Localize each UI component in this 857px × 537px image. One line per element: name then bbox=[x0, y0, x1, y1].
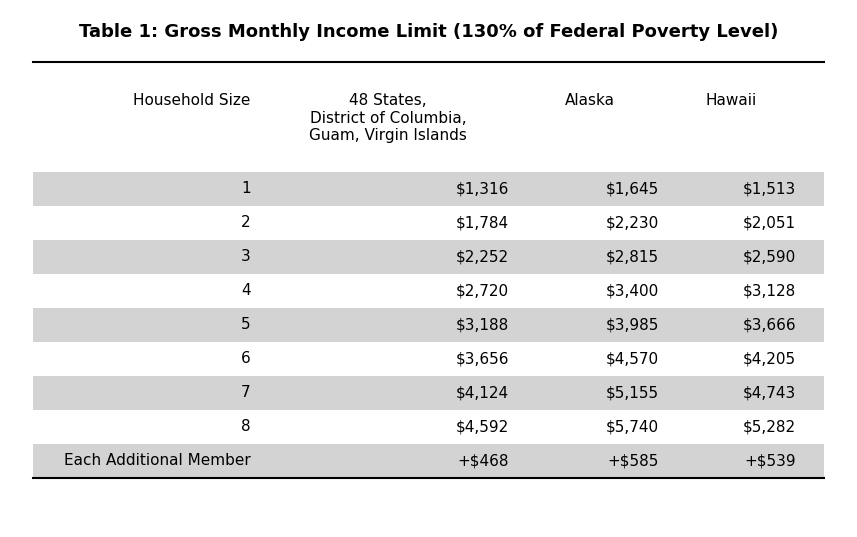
Text: $4,592: $4,592 bbox=[456, 419, 509, 434]
Text: $2,252: $2,252 bbox=[456, 249, 509, 264]
Text: Household Size: Household Size bbox=[134, 93, 251, 108]
Text: Each Additional Member: Each Additional Member bbox=[64, 453, 251, 468]
Text: $2,815: $2,815 bbox=[606, 249, 659, 264]
Text: 1: 1 bbox=[241, 181, 251, 196]
Text: $4,124: $4,124 bbox=[456, 385, 509, 400]
Text: Table 1: Gross Monthly Income Limit (130% of Federal Poverty Level): Table 1: Gross Monthly Income Limit (130… bbox=[79, 23, 778, 41]
Text: $3,400: $3,400 bbox=[606, 283, 659, 298]
Text: $3,188: $3,188 bbox=[456, 317, 509, 332]
Text: 5: 5 bbox=[241, 317, 251, 332]
Text: $4,570: $4,570 bbox=[606, 351, 659, 366]
Text: 7: 7 bbox=[241, 385, 251, 400]
Text: $5,155: $5,155 bbox=[606, 385, 659, 400]
Bar bbox=[33, 444, 824, 478]
Text: $5,282: $5,282 bbox=[743, 419, 796, 434]
Text: +$539: +$539 bbox=[745, 453, 796, 468]
Text: +$468: +$468 bbox=[458, 453, 509, 468]
Text: $2,051: $2,051 bbox=[743, 215, 796, 230]
Text: $3,985: $3,985 bbox=[605, 317, 659, 332]
Text: $4,205: $4,205 bbox=[743, 351, 796, 366]
Text: $4,743: $4,743 bbox=[743, 385, 796, 400]
Text: $3,666: $3,666 bbox=[742, 317, 796, 332]
Text: 2: 2 bbox=[241, 215, 251, 230]
Bar bbox=[33, 240, 824, 274]
Text: Alaska: Alaska bbox=[565, 93, 615, 108]
Text: Hawaii: Hawaii bbox=[706, 93, 757, 108]
Text: $2,720: $2,720 bbox=[456, 283, 509, 298]
Bar bbox=[33, 376, 824, 410]
Text: $3,656: $3,656 bbox=[456, 351, 509, 366]
Text: 48 States,
District of Columbia,
Guam, Virgin Islands: 48 States, District of Columbia, Guam, V… bbox=[309, 93, 467, 143]
Text: $2,230: $2,230 bbox=[606, 215, 659, 230]
Text: 8: 8 bbox=[241, 419, 251, 434]
Text: 3: 3 bbox=[241, 249, 251, 264]
Text: $1,784: $1,784 bbox=[456, 215, 509, 230]
Text: $2,590: $2,590 bbox=[743, 249, 796, 264]
Text: 4: 4 bbox=[241, 283, 251, 298]
Text: $5,740: $5,740 bbox=[606, 419, 659, 434]
Bar bbox=[33, 308, 824, 342]
Text: $1,645: $1,645 bbox=[606, 181, 659, 196]
Text: +$585: +$585 bbox=[608, 453, 659, 468]
Text: $1,316: $1,316 bbox=[456, 181, 509, 196]
Text: $3,128: $3,128 bbox=[743, 283, 796, 298]
Text: $1,513: $1,513 bbox=[743, 181, 796, 196]
Text: 6: 6 bbox=[241, 351, 251, 366]
Bar bbox=[33, 172, 824, 206]
